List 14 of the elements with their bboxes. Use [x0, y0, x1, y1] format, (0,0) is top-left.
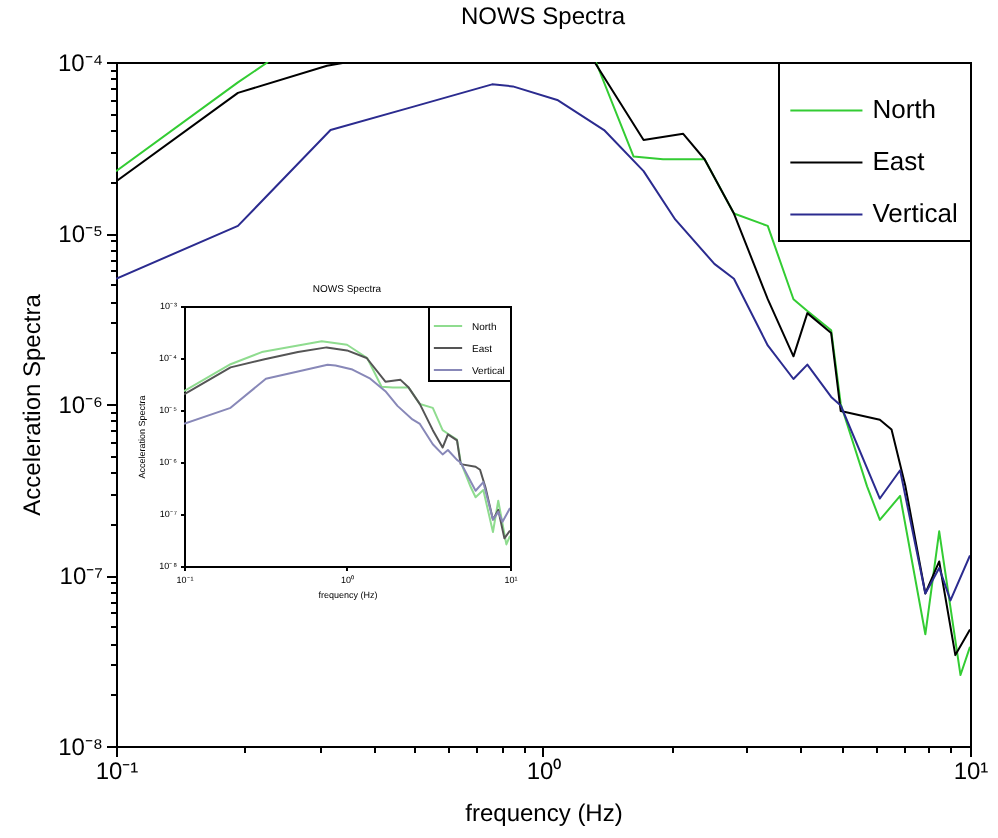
x-tick-label: 10¹: [953, 757, 989, 785]
y-tick-label: 10⁻⁸: [58, 733, 103, 761]
y-axis-title: Acceleration Spectra: [17, 293, 46, 516]
legend-label: East: [872, 146, 926, 177]
legend-label: North: [872, 94, 936, 125]
legend-label: Vertical: [872, 198, 958, 229]
y-tick-label: 10⁻⁶: [58, 391, 104, 419]
chart-title: NOWS Spectra: [460, 2, 626, 30]
y-tick-label: 10⁻⁷: [59, 562, 103, 590]
x-axis-title: frequency (Hz): [465, 799, 623, 827]
x-tick-label: 10⁻¹: [95, 757, 139, 785]
y-tick-label: 10⁻⁴: [57, 49, 103, 77]
x-tick-label: 10⁰: [526, 757, 562, 785]
y-tick-label: 10⁻⁵: [58, 220, 104, 248]
